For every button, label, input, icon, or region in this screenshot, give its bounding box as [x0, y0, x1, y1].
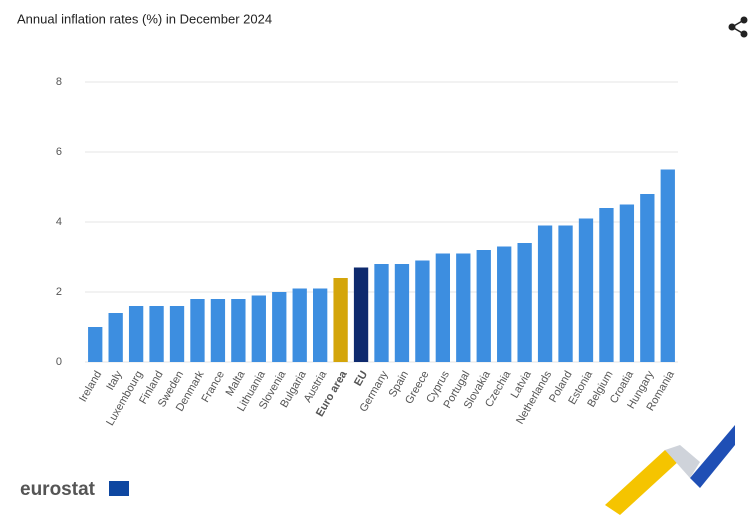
- bar: [88, 327, 103, 362]
- bar: [394, 264, 410, 362]
- bar: [435, 253, 451, 362]
- y-tick-label: 4: [56, 216, 62, 228]
- bar: [292, 288, 307, 362]
- bar: [251, 295, 266, 362]
- bar: [231, 299, 246, 362]
- share-icon[interactable]: [728, 16, 748, 38]
- bar: [476, 250, 491, 362]
- y-tick-label: 6: [56, 146, 62, 158]
- bar: [558, 225, 573, 362]
- eu-flag: [109, 481, 129, 496]
- bar: [190, 299, 205, 362]
- logo-text: eurostat: [20, 479, 96, 500]
- y-tick-label: 8: [56, 76, 62, 88]
- bar: [169, 306, 185, 362]
- deco-yellow: [605, 450, 680, 515]
- bar: [537, 225, 553, 362]
- bar: [333, 278, 348, 362]
- bar: [272, 292, 287, 362]
- share-link: [730, 19, 745, 35]
- bar: [640, 194, 655, 362]
- bar: [517, 243, 532, 362]
- bar: [497, 246, 512, 362]
- bar: [599, 208, 614, 362]
- bar: [660, 169, 675, 362]
- decoration: [605, 425, 735, 515]
- bar: [619, 204, 635, 362]
- bar: [415, 260, 430, 362]
- bar: [149, 306, 164, 362]
- y-tick-label: 0: [56, 356, 62, 368]
- chart-title: Annual inflation rates (%) in December 2…: [17, 11, 272, 26]
- bar: [210, 299, 226, 362]
- deco-grey: [665, 445, 700, 478]
- bar: [128, 306, 144, 362]
- bar: [456, 253, 471, 362]
- deco-blue: [690, 425, 735, 488]
- x-tick-label: Ireland: [77, 369, 104, 404]
- bar: [353, 267, 369, 362]
- bar: [108, 313, 123, 362]
- bar: [578, 218, 594, 362]
- x-tick-label: Italy: [104, 369, 125, 393]
- y-tick-label: 2: [56, 286, 62, 298]
- bar: [374, 264, 389, 362]
- bar: [312, 288, 328, 362]
- x-tick-label: EU: [352, 369, 370, 388]
